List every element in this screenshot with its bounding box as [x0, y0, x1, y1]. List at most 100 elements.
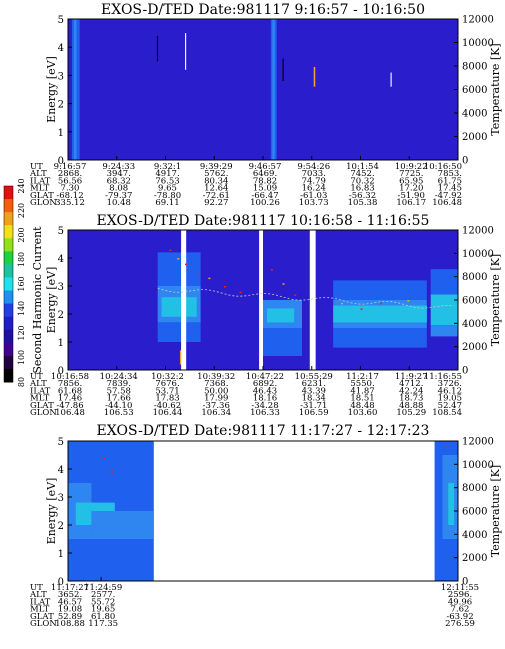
spectrogram-band [91, 511, 154, 539]
ephemeris-value: 6231. [302, 379, 326, 389]
ephemeris-value: 9:32:1 [154, 162, 181, 172]
ephemeris-value: -31.71 [300, 401, 327, 411]
ephemeris-value: 17.66 [107, 394, 131, 404]
ephemeris-value: 10:1:54 [346, 162, 379, 172]
ephemeris-value: 6469. [253, 169, 277, 179]
data-point [380, 302, 382, 305]
colorbar-segment [4, 277, 13, 292]
ephemeris-value: 76.53 [155, 176, 179, 186]
colorbar-tick-label: 160 [17, 276, 26, 291]
y2-tick-label: 4000 [462, 530, 487, 541]
spectrogram-band [333, 305, 427, 323]
ephemeris-value: 10:32:2 [151, 372, 184, 382]
ephemeris-value: 2596. [448, 590, 472, 600]
ephemeris-value: 10:47:22 [246, 372, 284, 382]
ephemeris-value: 12:11:55 [441, 583, 479, 593]
y-tick-label: 2 [58, 310, 64, 321]
ephemeris-value: 65.95 [399, 176, 423, 186]
y2-tick-label: 10000 [462, 460, 494, 471]
ephemeris-value: -51.90 [398, 191, 425, 201]
y2-tick-label: 4000 [462, 319, 487, 330]
ephemeris-value: 61.68 [58, 386, 82, 396]
ephemeris-value: 70.32 [350, 176, 374, 186]
ephemeris-value: 74.79 [302, 176, 326, 186]
y2-tick-label: 12000 [462, 226, 494, 237]
ephemeris-value: -34.28 [251, 401, 278, 411]
ephemeris-value: 7856. [58, 379, 82, 389]
y2-tick-label: 12000 [462, 437, 494, 448]
ephemeris-value: 106.44 [153, 408, 183, 418]
y2-tick-label: 2000 [462, 342, 487, 353]
spectrogram-band [73, 19, 77, 160]
ephemeris-label: ALT [29, 379, 47, 389]
y-tick-label: 3 [58, 282, 64, 293]
ephemeris-value: -66.47 [251, 191, 278, 201]
colorbar-segment [4, 264, 13, 278]
ephemeris-value: 10:55:29 [295, 372, 333, 382]
y2-tick-label: 2000 [462, 553, 487, 564]
ephemeris-label: MLT [30, 605, 50, 615]
ephemeris-value: 106.34 [201, 408, 231, 418]
ephemeris-value: 9:39:29 [200, 162, 233, 172]
ephemeris-value: 106.17 [396, 198, 426, 208]
ephemeris-value: 9:46:57 [249, 162, 282, 172]
ephemeris-value: 7676. [155, 379, 179, 389]
data-gap [259, 230, 263, 370]
data-gap [181, 230, 187, 370]
ephemeris-value: -44.10 [105, 401, 132, 411]
ephemeris-value: 11:17:27 [51, 583, 89, 593]
ephemeris-value: 55.72 [91, 597, 115, 607]
spectrogram-band [156, 35, 159, 62]
ephemeris-value: 15.09 [253, 184, 277, 194]
colorbar-segment [4, 355, 13, 370]
colorbar-frame [3, 185, 14, 383]
ephemeris-value: 2577. [91, 590, 115, 600]
ephemeris-value: 42.24 [399, 386, 423, 396]
ephemeris-value: 17.45 [438, 184, 462, 194]
y-tick-label: 3 [58, 493, 64, 504]
data-point [103, 457, 106, 460]
ephemeris-value: 41.87 [350, 386, 374, 396]
colorbar-segment [4, 251, 13, 265]
ephemeris-value: 11:16:55 [424, 372, 462, 382]
ephemeris-value: 106.59 [299, 408, 329, 418]
ephemeris-label: ILAT [30, 176, 51, 186]
y-tick-label: 5 [58, 15, 64, 26]
data-point [224, 286, 226, 288]
y2-axis-label: Temperature [K] [489, 43, 502, 135]
colorbar-tick-label: 120 [17, 325, 26, 340]
y2-tick-label: 10000 [462, 249, 494, 260]
ephemeris-value: 48.48 [350, 401, 374, 411]
ephemeris-value: 7368. [204, 379, 228, 389]
ephemeris-value: 19.65 [91, 605, 115, 615]
colorbar-segment [4, 303, 13, 318]
ephemeris-value: 108.54 [432, 408, 462, 418]
ephemeris-value: -40.62 [154, 401, 181, 411]
data-point [169, 249, 172, 252]
ephemeris-value: 9:24:33 [102, 162, 135, 172]
ephemeris-value: 48.88 [399, 401, 423, 411]
ephemeris-value: 2868. [58, 169, 82, 179]
spectrogram-band [185, 33, 187, 70]
data-point [110, 471, 113, 474]
data-point [360, 308, 363, 310]
y-tick-label: 1 [58, 549, 64, 560]
ephemeris-label: UT [30, 583, 43, 593]
ephemeris-value: 92.27 [204, 198, 228, 208]
ephemeris-value: 106.48 [55, 408, 85, 418]
colorbar-tick-label: 200 [17, 227, 26, 242]
y-tick-label: 1 [58, 338, 64, 349]
ephemeris-value: 18.34 [302, 394, 326, 404]
ephemeris-value: 17.46 [58, 394, 82, 404]
ephemeris-value: 56.56 [58, 176, 82, 186]
y2-tick-label: 10000 [462, 38, 494, 49]
ephemeris-value: 49.96 [448, 597, 472, 607]
ephemeris-value: 100.26 [250, 198, 280, 208]
ephemeris-value: 46.43 [253, 386, 277, 396]
colorbar-segment [4, 238, 13, 252]
data-point [407, 300, 410, 302]
ephemeris-value: 46.57 [58, 597, 82, 607]
y2-tick-label: 6000 [462, 507, 487, 518]
ephemeris-value: 7.62 [451, 605, 470, 615]
